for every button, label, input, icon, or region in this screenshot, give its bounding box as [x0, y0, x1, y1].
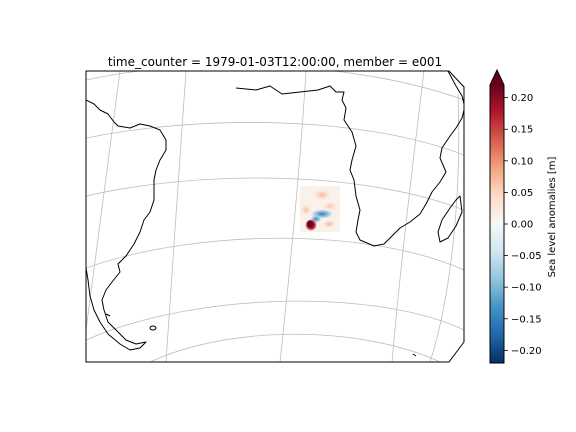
map-title: time_counter = 1979-01-03T12:00:00, memb…	[108, 55, 442, 69]
colorbar-tick-label: 0.15	[511, 125, 533, 136]
colorbar-gradient	[490, 85, 504, 363]
colorbar-tick-label: 0.20	[511, 93, 533, 104]
colorbar-ticks: 0.20 0.15 0.10 0.05 0.00 −0.05 −0.10 −0.15 −0.20	[504, 93, 542, 357]
colorbar-tick-label: 0.10	[511, 156, 533, 167]
colorbar-tick-label: −0.10	[511, 283, 542, 294]
colorbar-tick-label: −0.05	[511, 251, 542, 262]
colorbar-tick-label: 0.05	[511, 188, 533, 199]
colorbar-extend-max-arrow	[490, 70, 504, 85]
colorbar-label: Sea level anomalies [m]	[547, 156, 558, 277]
map-panel	[86, 65, 464, 362]
colorbar: 0.20 0.15 0.10 0.05 0.00 −0.05 −0.10 −0.15 −0.20…	[490, 70, 558, 363]
colorbar-tick-label: −0.15	[511, 314, 542, 325]
sea-level-anomaly-field	[300, 186, 340, 232]
colorbar-tick-label: 0.00	[511, 220, 533, 231]
colorbar-tick-label: −0.20	[511, 346, 542, 357]
